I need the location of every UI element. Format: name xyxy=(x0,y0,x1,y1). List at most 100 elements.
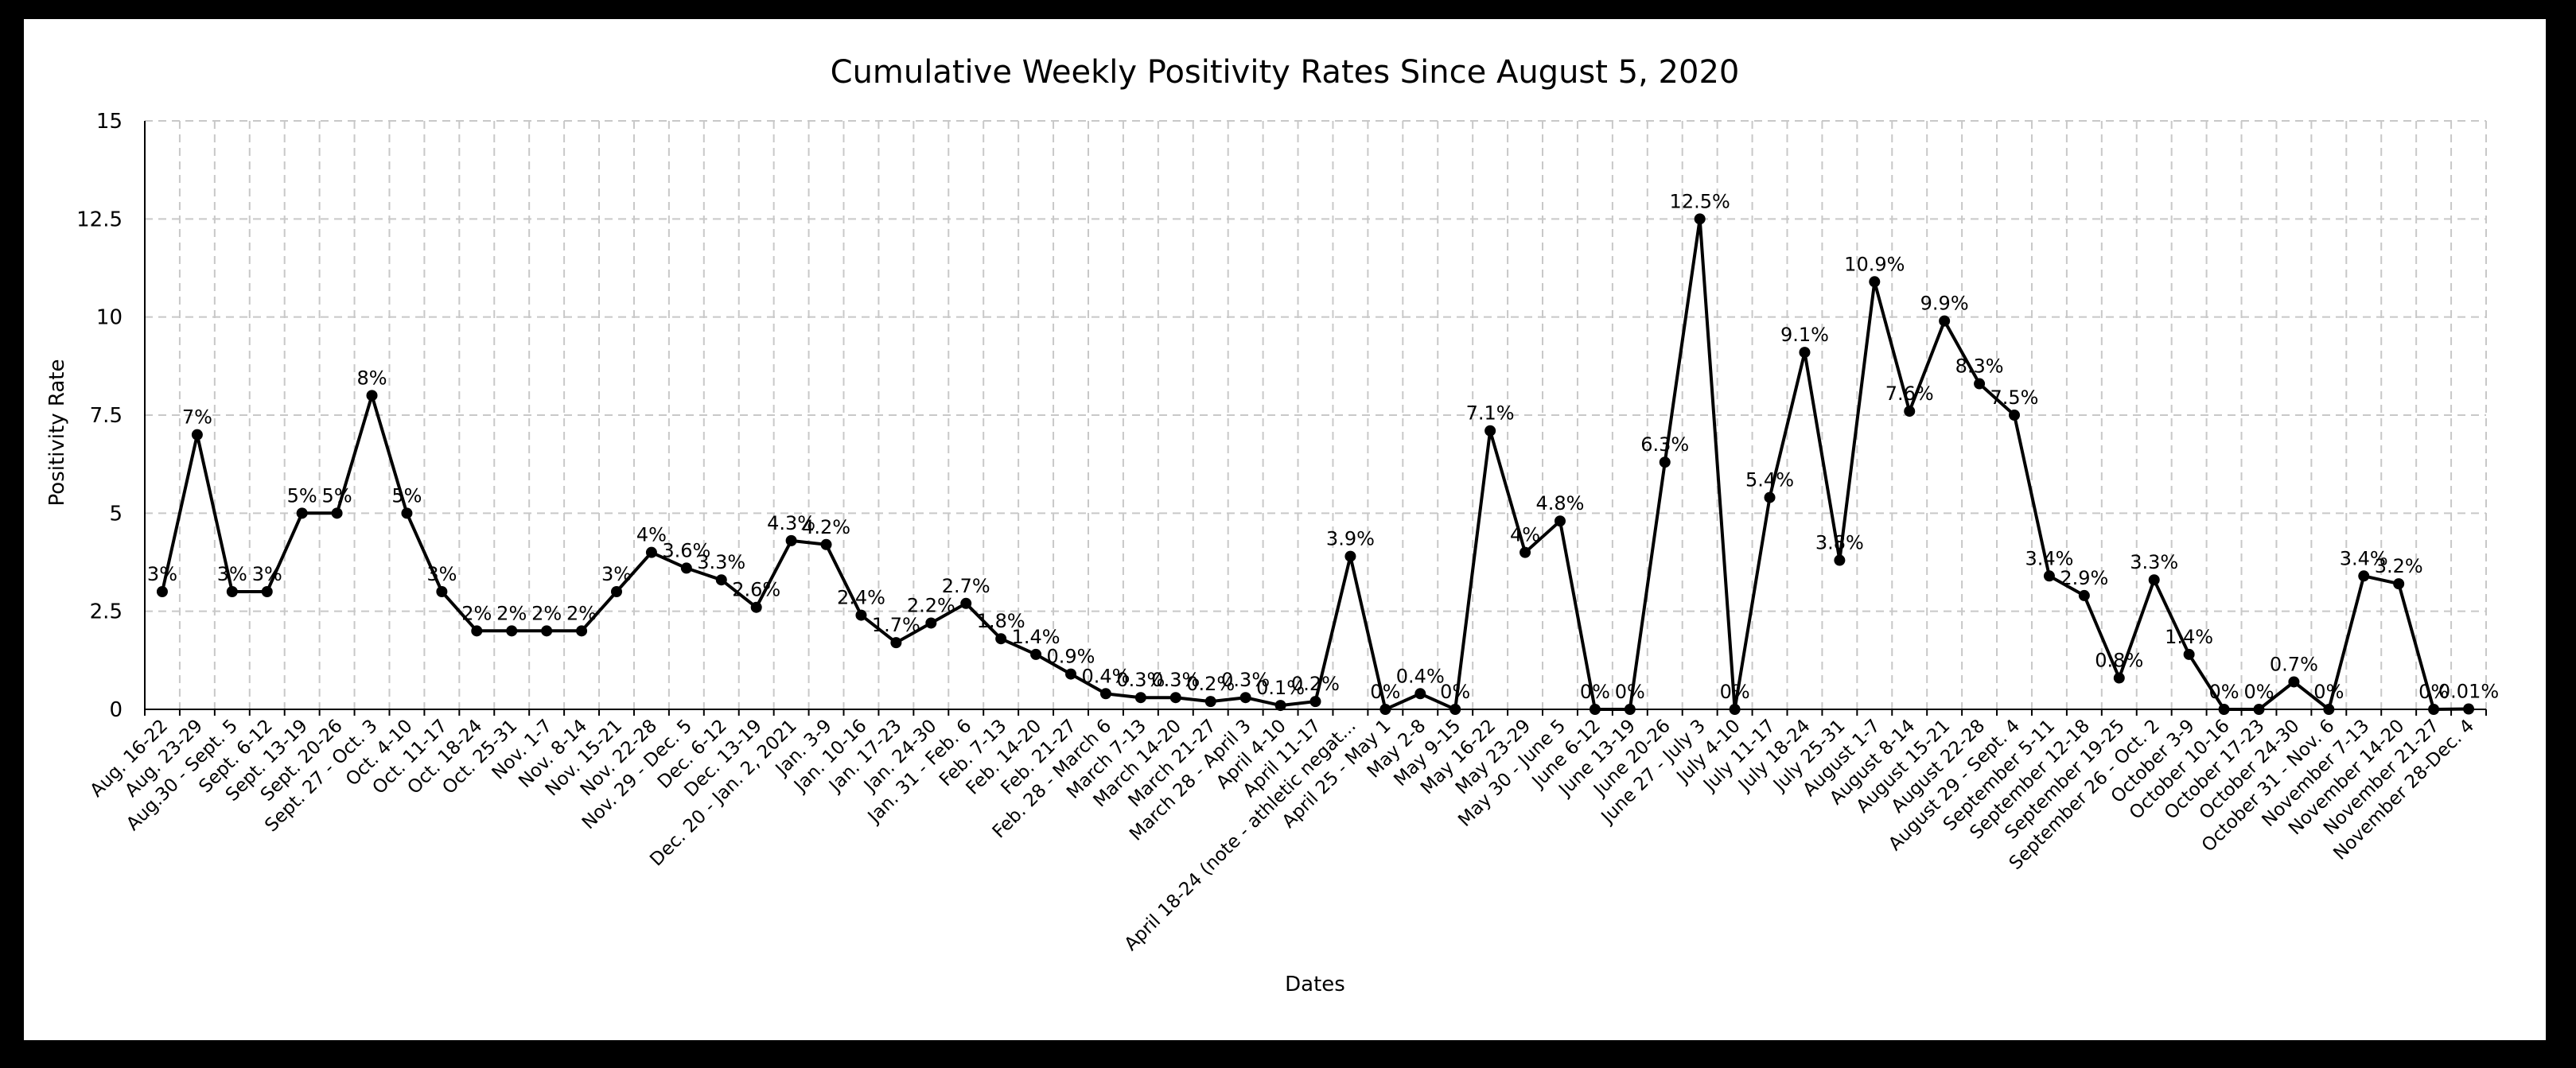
data-label: 3.2% xyxy=(2375,555,2423,577)
data-point xyxy=(2463,703,2475,715)
data-label: 2% xyxy=(461,602,492,624)
data-label: 2% xyxy=(531,602,562,624)
data-label: 12.5% xyxy=(1670,190,1730,212)
data-label: 0% xyxy=(2243,681,2274,703)
y-axis-title: Positivity Rate xyxy=(45,359,69,507)
data-label: 2.6% xyxy=(732,579,780,601)
data-label: 3% xyxy=(217,563,247,585)
data-point xyxy=(2183,648,2195,660)
data-label: 1.4% xyxy=(1012,626,1060,648)
data-point xyxy=(576,625,588,637)
data-label: 5% xyxy=(287,484,317,507)
data-point xyxy=(1694,213,1706,225)
data-label: 0.1% xyxy=(1256,677,1305,699)
axes xyxy=(144,121,2487,716)
data-label: 0.2% xyxy=(1186,673,1235,695)
data-label: 2% xyxy=(496,602,527,624)
data-point xyxy=(1485,425,1496,437)
data-label: 0% xyxy=(2209,681,2239,703)
data-label: 0% xyxy=(1580,681,1610,703)
data-label: 7.6% xyxy=(1885,383,1934,405)
data-label: 0% xyxy=(1615,681,1645,703)
data-label: 5% xyxy=(391,484,422,507)
data-label: 10.9% xyxy=(1844,253,1905,275)
data-point xyxy=(785,534,797,546)
data-label: 1.7% xyxy=(872,614,920,636)
data-point xyxy=(2009,410,2021,421)
data-point xyxy=(541,625,553,637)
y-tick-label: 12.5 xyxy=(76,208,123,231)
y-tick-label: 7.5 xyxy=(90,404,123,428)
data-label: 8% xyxy=(356,367,387,389)
data-point xyxy=(750,601,762,613)
data-point xyxy=(960,597,972,609)
y-axis-ticks: 0 2.5 5 7.5 10 12.5 15 xyxy=(76,110,123,722)
data-point xyxy=(506,625,518,637)
y-tick-label: 0 xyxy=(109,698,123,722)
data-label: 0.3% xyxy=(1116,669,1165,691)
data-point xyxy=(1099,688,1111,700)
data-point xyxy=(2428,704,2440,715)
data-point xyxy=(1344,550,1356,562)
data-point xyxy=(1869,276,1881,288)
data-label: 2.7% xyxy=(942,575,990,597)
data-point xyxy=(1729,704,1741,715)
data-point xyxy=(1065,668,1077,680)
data-label: 0% xyxy=(1440,681,1470,703)
data-point xyxy=(1030,648,1042,660)
data-point xyxy=(1520,546,1531,558)
data-label: 3.4% xyxy=(2025,547,2073,569)
data-label: 7.5% xyxy=(1990,386,2039,409)
data-point xyxy=(1414,688,1426,700)
data-point xyxy=(1449,704,1461,715)
line-chart: Cumulative Weekly Positivity Rates Since… xyxy=(45,54,2499,996)
series-line xyxy=(161,217,2469,711)
data-point xyxy=(2288,676,2300,688)
x-axis-title: Dates xyxy=(1285,973,1345,996)
data-point xyxy=(715,574,727,586)
y-tick-label: 5 xyxy=(109,502,123,526)
data-label: 2% xyxy=(566,602,597,624)
data-point xyxy=(1624,704,1636,715)
data-point xyxy=(2148,574,2160,586)
data-point xyxy=(156,586,168,597)
data-point xyxy=(645,546,657,558)
data-label: 4.2% xyxy=(802,516,850,538)
data-point xyxy=(2253,704,2265,715)
data-point xyxy=(436,586,448,597)
data-label: 0% xyxy=(1720,681,1750,703)
data-label: 0.9% xyxy=(1047,646,1095,668)
data-label: 5.4% xyxy=(1745,469,1794,491)
data-label: 0.8% xyxy=(2095,650,2143,672)
data-label: 0.4% xyxy=(1396,665,1445,687)
data-label: 3.6% xyxy=(662,539,710,561)
data-point xyxy=(2218,704,2230,715)
data-point xyxy=(1834,554,1846,566)
data-point xyxy=(1379,704,1391,715)
y-tick-label: 2.5 xyxy=(90,600,123,624)
data-point xyxy=(401,507,413,519)
data-labels: 3%7%3% 3%5% 5%8%5%3%2% 2% 2% 2%3%4%3.6%3.3%2.… xyxy=(147,190,2499,703)
data-point xyxy=(1939,315,1951,327)
data-label: 2.4% xyxy=(837,587,885,609)
data-label: 9.1% xyxy=(1780,324,1829,346)
data-label: 3% xyxy=(147,563,177,585)
data-point xyxy=(1204,696,1216,708)
data-label: 1.8% xyxy=(977,610,1025,632)
data-label: 5% xyxy=(322,484,352,507)
data-point xyxy=(820,538,832,550)
data-point xyxy=(610,586,622,597)
data-point xyxy=(1764,491,1776,503)
data-label: 3% xyxy=(601,563,632,585)
data-label: 1.4% xyxy=(2165,626,2213,648)
data-point xyxy=(261,586,273,597)
data-label: 7% xyxy=(182,406,212,429)
data-label: 6.3% xyxy=(1640,433,1689,456)
data-label: 2.2% xyxy=(907,594,955,616)
data-point xyxy=(680,562,692,574)
data-label: 4% xyxy=(1510,524,1540,546)
data-point xyxy=(1169,692,1181,704)
data-point xyxy=(191,429,203,441)
data-label: 3.3% xyxy=(697,551,745,573)
